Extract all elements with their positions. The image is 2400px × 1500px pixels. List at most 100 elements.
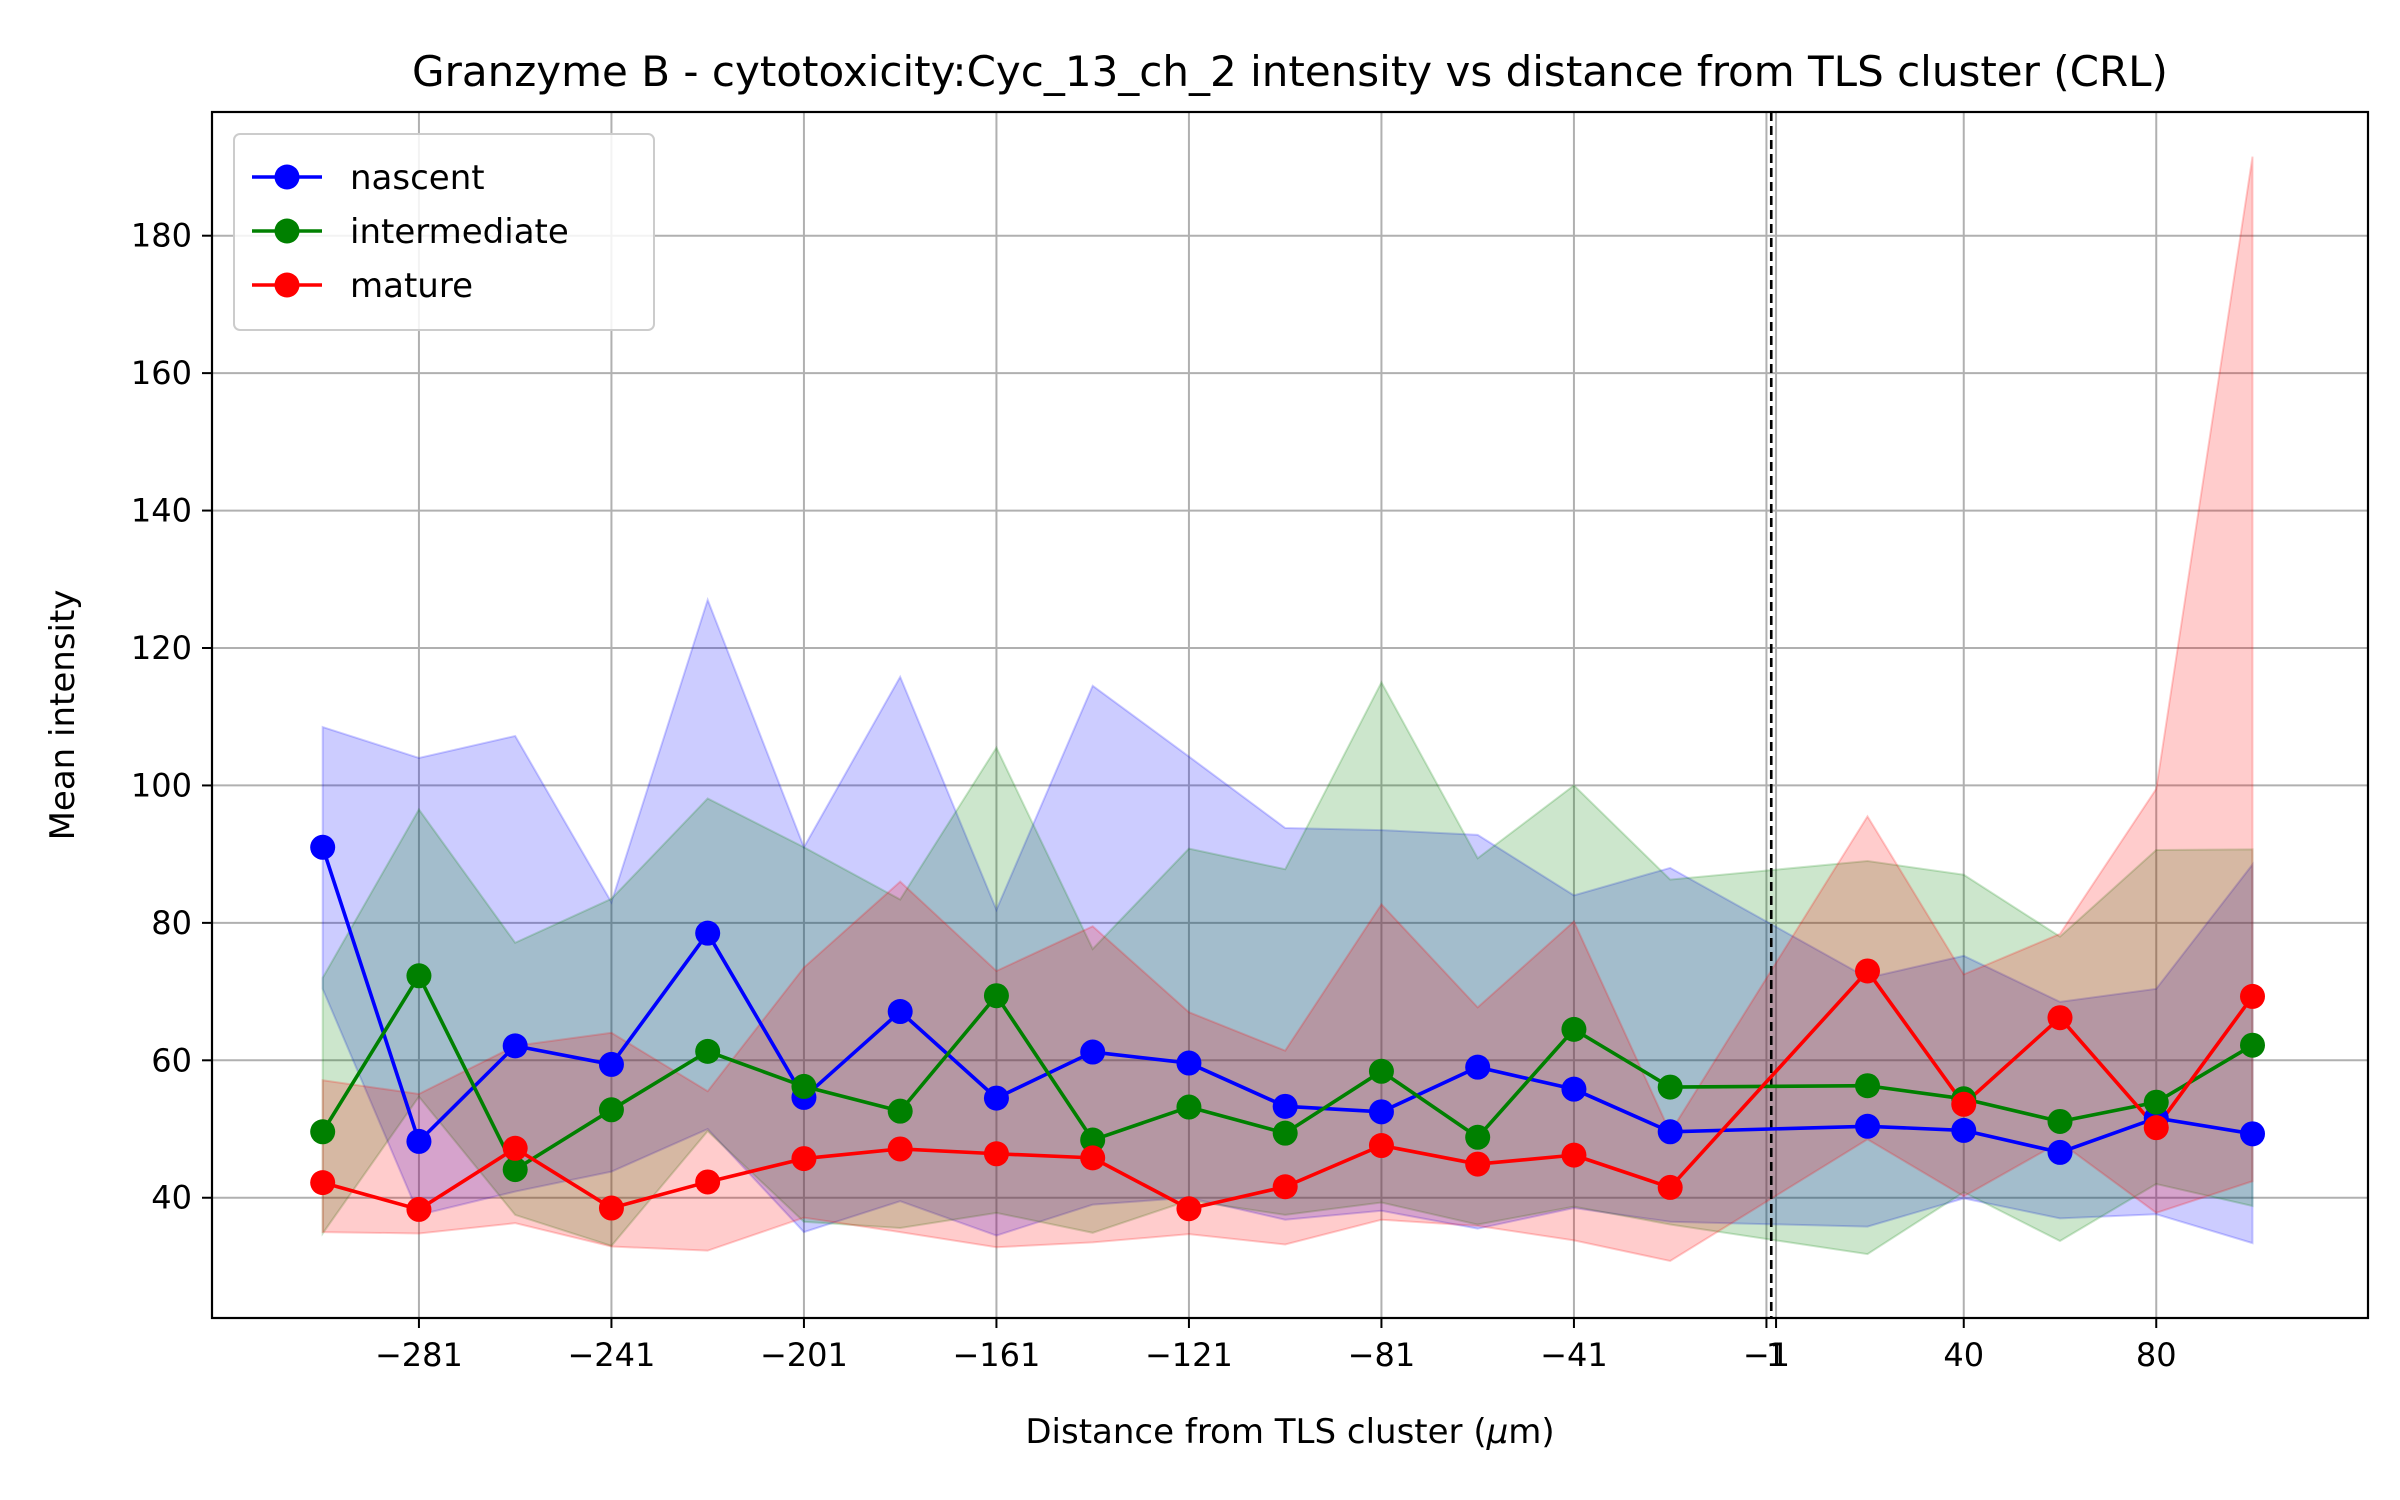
- marker-mature: [598, 1195, 624, 1221]
- marker-mature: [1561, 1142, 1587, 1168]
- marker-mature: [310, 1170, 336, 1196]
- marker-mature: [887, 1136, 913, 1162]
- marker-intermediate: [2047, 1108, 2073, 1134]
- marker-intermediate: [502, 1157, 528, 1183]
- marker-nascent: [695, 920, 721, 946]
- line-mature: [322, 969, 2254, 1212]
- x-tick-label: −161: [952, 1336, 1040, 1374]
- series-lines: [320, 846, 2254, 1212]
- x-tick-label: −1: [1743, 1336, 1790, 1374]
- y-tick-label: 40: [151, 1179, 192, 1217]
- marker-mature: [2143, 1115, 2169, 1141]
- marker-nascent: [2047, 1139, 2073, 1165]
- marker-intermediate: [1272, 1120, 1298, 1146]
- legend: nascent intermediate mature: [233, 133, 655, 331]
- marker-intermediate: [1080, 1127, 1106, 1153]
- x-tick-label: −281: [375, 1336, 463, 1374]
- y-axis: 40 60 80 100 120 140 160 180: [131, 217, 212, 1217]
- marker-mature: [983, 1141, 1009, 1167]
- marker-mature: [1272, 1174, 1298, 1200]
- marker-intermediate: [406, 963, 432, 989]
- marker-intermediate: [791, 1073, 817, 1099]
- marker-nascent: [598, 1051, 624, 1077]
- y-tick-label: 140: [131, 492, 192, 530]
- y-tick-label: 120: [131, 629, 192, 667]
- series-markers: [310, 834, 2265, 1222]
- marker-nascent: [1368, 1099, 1394, 1125]
- legend-swatch-marker-nascent: [274, 164, 300, 190]
- marker-mature: [1368, 1133, 1394, 1159]
- marker-nascent: [502, 1033, 528, 1059]
- marker-nascent: [1465, 1054, 1491, 1080]
- marker-intermediate: [983, 983, 1009, 1009]
- chart-title: Granzyme B - cytotoxicity:Cyc_13_ch_2 in…: [412, 47, 2168, 96]
- marker-nascent: [1272, 1093, 1298, 1119]
- marker-intermediate: [1465, 1124, 1491, 1150]
- marker-mature: [695, 1169, 721, 1195]
- marker-nascent: [310, 834, 336, 860]
- marker-intermediate: [2143, 1089, 2169, 1115]
- marker-nascent: [1176, 1050, 1202, 1076]
- x-tick-label: −41: [1540, 1336, 1608, 1374]
- y-tick-label: 100: [131, 766, 192, 804]
- y-tick-label: 60: [151, 1041, 192, 1079]
- marker-nascent: [983, 1085, 1009, 1111]
- x-tick-label: 40: [1943, 1336, 1984, 1374]
- marker-mature: [2047, 1005, 2073, 1031]
- marker-nascent: [2240, 1121, 2265, 1147]
- marker-intermediate: [695, 1038, 721, 1064]
- x-tick-label: −121: [1145, 1336, 1233, 1374]
- x-tick-label: 1: [1766, 1336, 1786, 1374]
- line-intermediate: [321, 973, 2254, 1172]
- legend-swatch-marker-intermediate: [274, 218, 300, 244]
- x-tick-label: −201: [760, 1336, 848, 1374]
- x-axis-title-suffix: m): [1508, 1412, 1554, 1452]
- marker-intermediate: [1176, 1094, 1202, 1120]
- marker-intermediate: [598, 1097, 624, 1123]
- x-tick-label: −241: [567, 1336, 655, 1374]
- plot-area-frame: [210, 110, 2370, 1320]
- marker-nascent: [1657, 1119, 1683, 1145]
- x-axis-title-prefix: Distance from TLS cluster (: [1025, 1412, 1486, 1452]
- marker-intermediate: [1657, 1074, 1683, 1100]
- marker-intermediate: [1561, 1016, 1587, 1042]
- legend-label-mature: mature: [350, 266, 473, 306]
- y-tick-label: 180: [131, 217, 192, 255]
- grid-lines: [212, 112, 2368, 1318]
- marker-mature: [1657, 1174, 1683, 1200]
- legend-label-nascent: nascent: [350, 158, 485, 198]
- marker-intermediate: [310, 1119, 336, 1145]
- marker-mature: [502, 1135, 528, 1161]
- y-tick-label: 160: [131, 354, 192, 392]
- marker-intermediate: [2240, 1032, 2265, 1058]
- marker-mature: [1465, 1151, 1491, 1177]
- marker-nascent: [1855, 1113, 1880, 1139]
- y-tick-label: 80: [151, 904, 192, 942]
- x-tick-label: −81: [1348, 1336, 1416, 1374]
- x-tick-label: 80: [2136, 1336, 2177, 1374]
- x-axis-title-mu: μ: [1486, 1412, 1509, 1452]
- legend-label-intermediate: intermediate: [350, 212, 569, 252]
- marker-intermediate: [1368, 1058, 1394, 1084]
- marker-intermediate: [1855, 1073, 1880, 1099]
- legend-swatch-marker-mature: [274, 272, 300, 298]
- marker-nascent: [1080, 1039, 1106, 1065]
- marker-mature: [406, 1196, 432, 1222]
- legend-box: [233, 133, 655, 331]
- marker-nascent: [406, 1128, 432, 1154]
- marker-nascent: [1951, 1117, 1977, 1143]
- marker-mature: [1176, 1196, 1202, 1222]
- x-axis: −281 −241 −201 −161 −121 −81 −41 −11 40 80: [375, 1318, 2177, 1374]
- marker-mature: [1855, 958, 1880, 984]
- marker-nascent: [1561, 1076, 1587, 1102]
- y-axis-title: Mean intensity: [43, 590, 83, 841]
- line-nascent: [320, 846, 2253, 1155]
- x-axis-title: Distance from TLS cluster (μm): [1025, 1412, 1554, 1452]
- marker-intermediate: [887, 1098, 913, 1124]
- marker-mature: [1951, 1091, 1977, 1117]
- marker-mature: [791, 1146, 817, 1172]
- marker-mature: [2240, 983, 2265, 1009]
- marker-mature: [1080, 1145, 1106, 1171]
